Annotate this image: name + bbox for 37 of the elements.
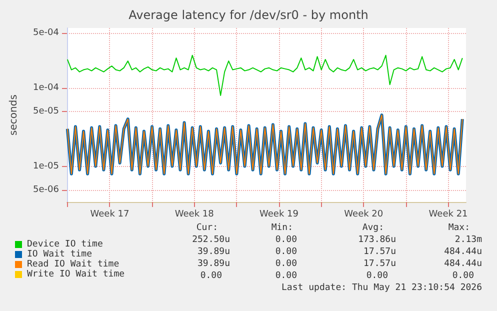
- legend-label: Device IO time: [27, 240, 103, 250]
- y-tick-label: 1e-05: [33, 161, 59, 172]
- x-tick-label: Week 17: [90, 210, 130, 220]
- legend-label: Read IO Wait time: [27, 260, 120, 270]
- text: 0.00: [275, 235, 297, 245]
- text: Last update: Thu May 21 23:10:54 2026: [282, 283, 482, 293]
- x-tick-label: Week 19: [260, 210, 299, 220]
- text: 0.00: [452, 271, 474, 281]
- x-tick-label: Week 18: [174, 210, 214, 220]
- text: 39.89u: [197, 259, 230, 269]
- text: 0.00: [275, 271, 297, 281]
- text: Avg:: [362, 223, 384, 233]
- y-tick-label: 5e-05: [33, 106, 59, 116]
- text: 0.00: [275, 259, 297, 269]
- chart-title: Average latency for /dev/sr0 - by month: [128, 8, 368, 22]
- legend-label: IO Wait time: [27, 250, 92, 260]
- text: 252.50u: [192, 235, 230, 245]
- text: Cur:: [196, 223, 218, 233]
- y-tick-label: 5e-06: [33, 184, 60, 195]
- text: 17.57u: [363, 247, 396, 257]
- text: 484.44u: [444, 259, 482, 269]
- x-tick-label: Week 20: [344, 210, 384, 220]
- text: 484.44u: [444, 247, 482, 257]
- y-tick-label: 1e-04: [33, 82, 60, 93]
- legend-label: Write IO Wait time: [27, 270, 125, 280]
- text: Max:: [448, 223, 470, 233]
- text: 0.00: [366, 271, 388, 281]
- x-tick-label: Week 21: [428, 210, 468, 220]
- y-tick-label: 5e-04: [33, 28, 60, 38]
- text: 17.57u: [363, 259, 396, 269]
- text: 173.86u: [358, 235, 396, 245]
- y-axis-title: seconds: [8, 94, 20, 136]
- text: 0.00: [275, 247, 297, 257]
- text: 39.89u: [197, 247, 230, 257]
- text: Min:: [271, 223, 293, 233]
- text: 2.13m: [454, 235, 482, 245]
- text: 0.00: [200, 271, 222, 281]
